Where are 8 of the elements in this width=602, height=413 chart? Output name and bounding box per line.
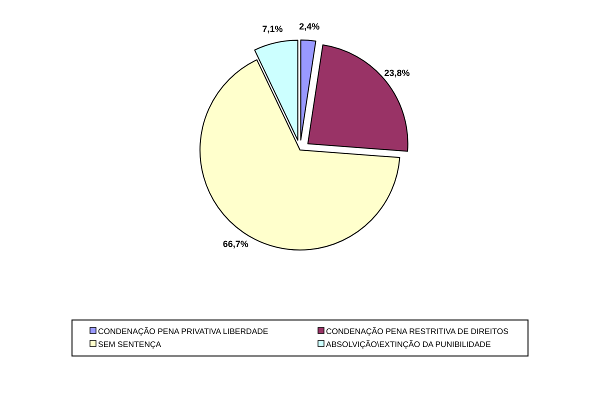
data-label: 7,1% bbox=[262, 24, 283, 34]
legend-label: SEM SENTENÇA bbox=[98, 340, 162, 349]
data-label: 23,8% bbox=[384, 68, 410, 78]
legend-label: ABSOLVIÇÃO\EXTINÇÃO DA PUNIBILIDADE bbox=[326, 338, 491, 349]
data-label: 2,4% bbox=[299, 22, 320, 32]
legend-label: CONDENAÇÃO PENA RESTRITIVA DE DIREITOS bbox=[326, 326, 508, 336]
data-label: 66,7% bbox=[222, 239, 248, 250]
legend-label: CONDENAÇÃO PENA PRIVATIVA LIBERDADE bbox=[98, 326, 268, 336]
